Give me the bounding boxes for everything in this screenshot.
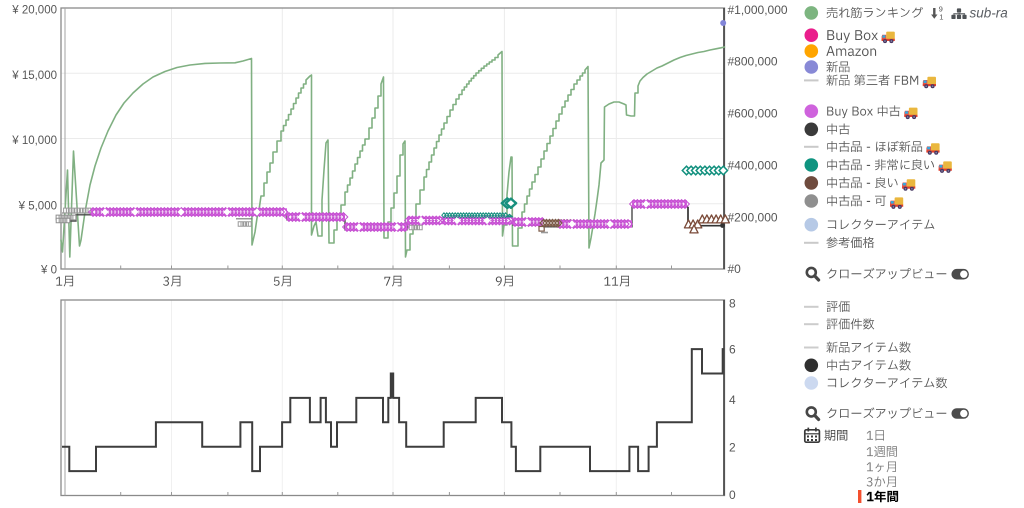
svg-text:0: 0 [729, 488, 736, 502]
svg-text:8: 8 [729, 297, 736, 311]
svg-text:#400,000: #400,000 [728, 159, 778, 173]
svg-text:#200,000: #200,000 [728, 211, 778, 225]
svg-text:#800,000: #800,000 [728, 55, 778, 69]
svg-text:¥ 0: ¥ 0 [40, 265, 57, 277]
svg-text:4: 4 [729, 393, 736, 407]
svg-text:2: 2 [729, 441, 736, 455]
svg-text:#1,000,000: #1,000,000 [728, 3, 788, 17]
svg-text:sub-ra: sub-ra [970, 6, 1009, 21]
svg-text:¥ 10,000: ¥ 10,000 [11, 135, 57, 147]
svg-text:6: 6 [729, 343, 736, 357]
svg-text:#600,000: #600,000 [728, 107, 778, 121]
svg-text:1: 1 [939, 13, 943, 22]
svg-text:9: 9 [939, 4, 943, 13]
svg-text:¥ 20,000: ¥ 20,000 [11, 5, 57, 17]
svg-text:#0: #0 [728, 262, 742, 276]
svg-text:¥ 5,000: ¥ 5,000 [18, 200, 57, 212]
svg-text:¥ 15,000: ¥ 15,000 [11, 70, 57, 82]
